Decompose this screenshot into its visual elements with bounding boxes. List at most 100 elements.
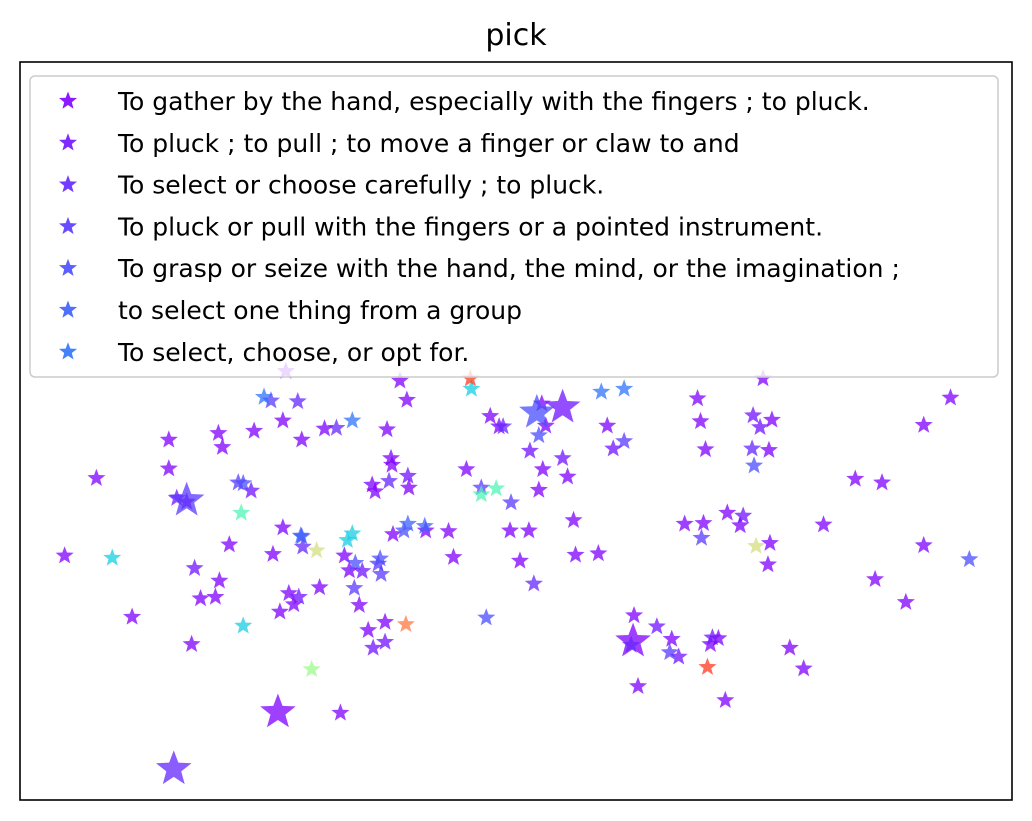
- data-point-0-32: [376, 612, 395, 630]
- data-point-2-4: [379, 471, 399, 489]
- legend-label-2: To select or choose carefully ; to pluck…: [117, 171, 604, 200]
- data-point-0-53: [558, 467, 577, 485]
- data-point-0-36: [383, 524, 403, 543]
- data-point-1-16: [744, 406, 763, 424]
- legend-label-1: To pluck ; to pull ; to move a finger or…: [117, 129, 740, 158]
- data-point-4-2: [346, 553, 365, 571]
- data-point-2-2: [293, 537, 312, 555]
- data-point-0-33: [378, 420, 397, 438]
- data-point-5-0: [291, 526, 310, 544]
- data-point-3-0: [168, 481, 205, 516]
- data-point-0-0: [55, 546, 74, 564]
- data-point-4-0: [234, 473, 253, 492]
- data-point-0-78: [794, 659, 813, 677]
- data-point-0-10: [209, 423, 228, 441]
- data-point-3-3: [345, 578, 364, 596]
- data-point-1-9: [544, 388, 581, 423]
- data-point-0-42: [444, 547, 463, 565]
- legend-marker-3: [58, 216, 78, 235]
- data-point-6-1: [343, 411, 362, 429]
- data-point-5-1: [398, 514, 417, 532]
- data-point-7-3: [343, 524, 362, 542]
- data-point-6-0: [255, 387, 274, 405]
- data-point-0-43: [457, 459, 476, 478]
- data-point-0-65: [696, 439, 715, 458]
- legend-marker-5: [58, 300, 78, 318]
- data-point-0-27: [340, 560, 359, 579]
- data-point-10-1: [747, 536, 766, 554]
- data-point-0-70: [718, 503, 737, 521]
- data-point-0-38: [397, 390, 416, 408]
- data-point-0-68: [709, 628, 728, 647]
- data-point-0-64: [691, 411, 710, 430]
- data-point-0-25: [331, 703, 350, 721]
- data-point-0-66: [694, 513, 713, 531]
- legend-marker-6: [58, 342, 78, 360]
- data-point-0-82: [866, 569, 885, 588]
- data-point-7-1: [234, 616, 253, 634]
- data-point-0-30: [363, 475, 382, 493]
- data-point-4-9: [960, 549, 979, 568]
- data-point-1-5: [364, 638, 383, 656]
- legend-label-6: To select, choose, or opt for.: [117, 338, 469, 367]
- data-point-7-4: [462, 379, 481, 397]
- data-point-0-57: [598, 416, 617, 434]
- data-point-0-8: [206, 587, 225, 605]
- data-point-0-63: [688, 389, 707, 407]
- data-point-0-50: [532, 394, 551, 412]
- data-point-1-10: [553, 448, 572, 466]
- data-point-2-5: [494, 417, 513, 435]
- data-point-8-1: [472, 484, 491, 503]
- data-point-0-81: [873, 473, 892, 491]
- data-point-0-16: [270, 602, 289, 620]
- data-point-0-48: [519, 521, 538, 539]
- data-point-0-61: [662, 629, 681, 647]
- data-point-0-67: [701, 634, 720, 652]
- data-point-4-8: [745, 456, 764, 474]
- data-point-0-74: [759, 440, 778, 458]
- data-point-0-80: [846, 469, 865, 487]
- data-point-4-5: [477, 608, 496, 626]
- legend-label-4: To grasp or seize with the hand, the min…: [117, 254, 900, 283]
- data-point-3-5: [372, 564, 391, 582]
- data-point-0-13: [245, 421, 264, 439]
- data-point-0-3: [159, 430, 178, 448]
- data-point-1-7: [398, 466, 417, 484]
- legend: To gather by the hand, especially with t…: [29, 75, 999, 378]
- data-point-1-2: [242, 481, 261, 499]
- data-point-7-0: [103, 548, 122, 566]
- data-point-0-55: [566, 545, 585, 563]
- data-point-1-8: [520, 441, 539, 459]
- legend-label-0: To gather by the hand, especially with t…: [117, 87, 870, 116]
- legend-label-5: to select one thing from a group: [118, 296, 522, 325]
- data-point-0-37: [390, 371, 409, 389]
- data-point-1-14: [703, 628, 722, 646]
- data-point-0-4: [159, 459, 178, 477]
- data-point-1-1: [185, 558, 204, 576]
- legend-marker-2: [58, 175, 78, 193]
- data-point-2-8: [743, 439, 762, 457]
- data-point-0-28: [350, 595, 369, 613]
- data-point-0-75: [762, 410, 781, 428]
- data-point-0-77: [780, 638, 799, 656]
- data-point-0-79: [814, 515, 833, 533]
- data-point-5-2: [415, 516, 434, 534]
- legend-box: [29, 75, 999, 378]
- legend-label-3: To pluck or pull with the fingers or a p…: [117, 212, 823, 241]
- data-point-1-13: [669, 647, 688, 665]
- data-point-10-0: [307, 541, 326, 559]
- data-point-2-1: [288, 391, 307, 410]
- data-point-0-9: [210, 571, 229, 589]
- data-point-0-12: [220, 535, 239, 553]
- data-point-0-1: [87, 468, 106, 486]
- data-point-3-1: [261, 391, 281, 409]
- data-point-0-39: [399, 478, 418, 496]
- data-point-9-0: [302, 659, 321, 678]
- data-point-0-24: [315, 419, 334, 437]
- data-point-0-56: [589, 544, 608, 562]
- data-point-0-58: [625, 606, 644, 624]
- data-point-0-23: [310, 577, 329, 596]
- data-point-6-3: [615, 379, 634, 397]
- data-point-0-54: [564, 510, 583, 528]
